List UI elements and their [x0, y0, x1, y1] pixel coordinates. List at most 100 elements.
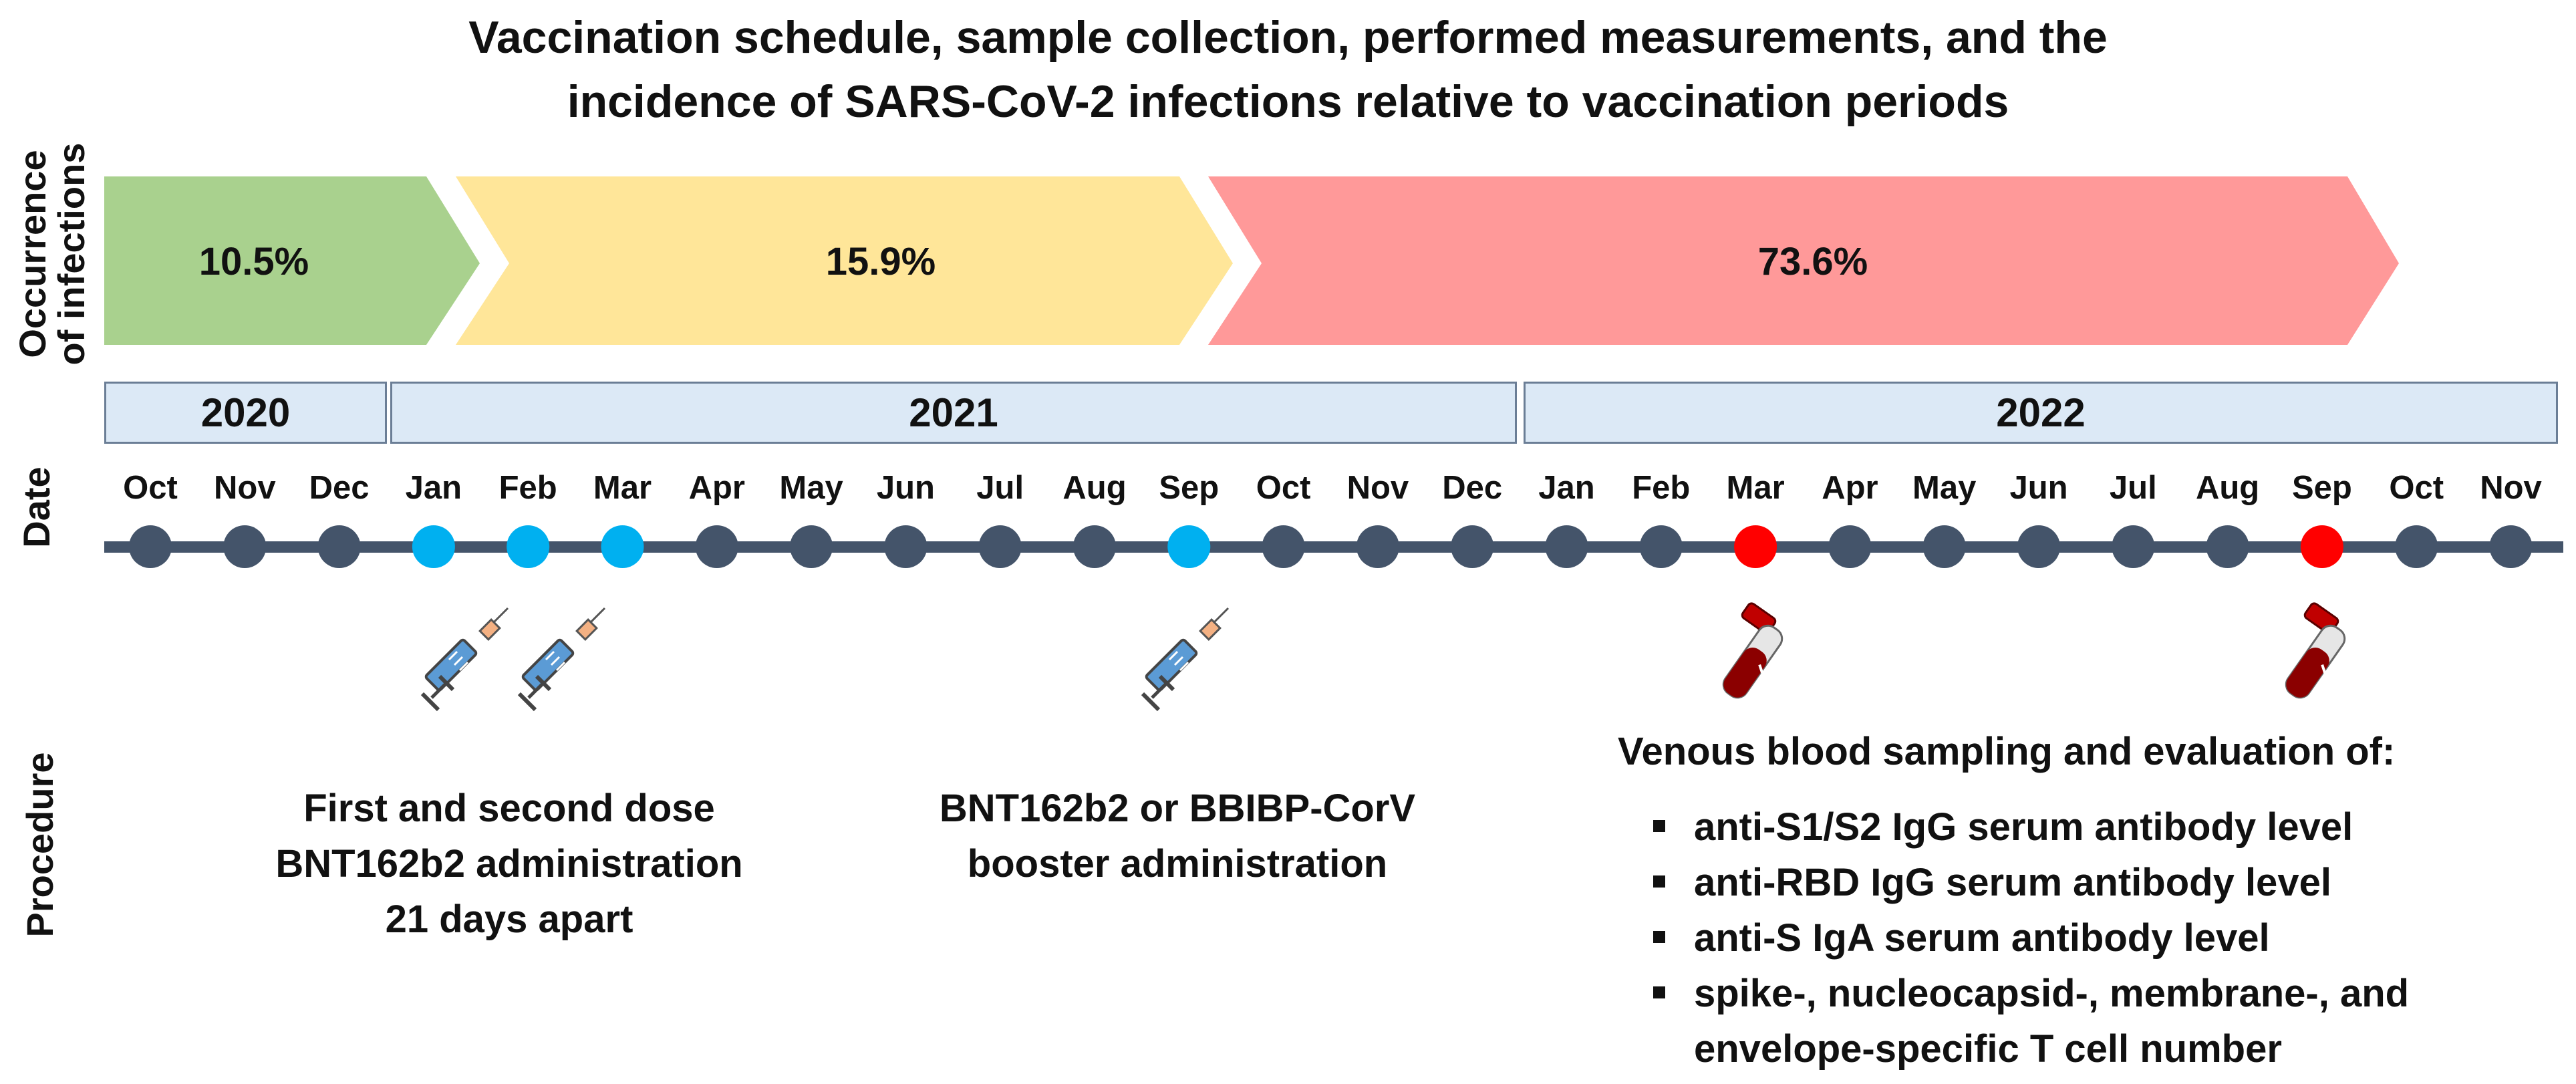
month-label: Mar: [1726, 470, 1785, 506]
primary-vaccination-text: First and second dose BNT162b2 administr…: [275, 781, 742, 947]
measurement-text: anti-RBD IgG serum antibody level: [1694, 861, 2331, 904]
list-item: anti-S1/S2 IgG serum antibody level: [1651, 799, 2409, 855]
sampling-dot: [1734, 525, 1777, 568]
timeline-dot: [2395, 525, 2438, 568]
year-2022-box: 2022: [1524, 382, 2558, 444]
month-label: Apr: [688, 470, 745, 506]
vaccination-dot: [412, 525, 455, 568]
list-item: spike-, nucleocapsid-, membrane-, and env…: [1651, 966, 2409, 1077]
year-2020-box: 2020: [104, 382, 387, 444]
year-label: 2020: [200, 390, 291, 435]
bullet-icon: [1653, 820, 1665, 832]
syringe-icon: [422, 608, 508, 710]
timeline-dot: [1545, 525, 1588, 568]
timeline: [104, 525, 2563, 568]
bullet-icon: [1653, 931, 1665, 943]
month-label: Nov: [2480, 470, 2542, 506]
timeline-dot: [2017, 525, 2060, 568]
measurements-list: anti-S1/S2 IgG serum antibody level anti…: [1651, 799, 2409, 1077]
timeline-dot: [695, 525, 738, 568]
month-label: Aug: [1062, 470, 1127, 506]
timeline-dot: [223, 525, 267, 568]
infection-period-arrow-2: [456, 176, 1233, 345]
month-label: Mar: [593, 470, 652, 506]
month-label: Oct: [1256, 470, 1311, 506]
title-line-2: incidence of SARS-CoV-2 infections relat…: [567, 76, 2009, 127]
timeline-dot: [978, 525, 1022, 568]
sampling-dot: [2300, 525, 2343, 568]
month-label: Jun: [876, 470, 935, 506]
month-label: Nov: [214, 470, 276, 506]
primary-line-2: BNT162b2 administration: [275, 842, 743, 886]
timeline-dot: [1073, 525, 1116, 568]
infection-period-arrow-3: [1208, 176, 2399, 345]
vaccination-dot: [601, 525, 644, 568]
month-label: May: [779, 470, 843, 506]
list-item: anti-S IgA serum antibody level: [1651, 910, 2409, 966]
infection-period-arrow-1: [104, 176, 480, 345]
month-label: Aug: [2195, 470, 2260, 506]
figure-title: Vaccination schedule, sample collection,…: [0, 5, 2576, 134]
timeline-dots: [129, 525, 2533, 568]
booster-line-2: booster administration: [967, 842, 1388, 886]
bullet-icon: [1653, 986, 1665, 998]
primary-line-3: 21 days apart: [385, 898, 633, 941]
booster-text: BNT162b2 or BBIBP-CorV booster administr…: [940, 781, 1415, 892]
month-label: Apr: [1822, 470, 1878, 506]
month-label: Feb: [1632, 470, 1691, 506]
booster-line-1: BNT162b2 or BBIBP-CorV: [939, 787, 1416, 830]
title-line-1: Vaccination schedule, sample collection,…: [468, 12, 2108, 63]
month-label: Jan: [1538, 470, 1595, 506]
measurement-text-continued: envelope-specific T cell number: [1694, 1027, 2282, 1071]
timeline-dot: [1639, 525, 1683, 568]
month-label: Oct: [123, 470, 178, 506]
sampling-title: Venous blood sampling and evaluation of:: [1618, 730, 2396, 773]
bullet-icon: [1653, 875, 1665, 888]
year-label: 2022: [1996, 390, 2086, 435]
infection-percent-1: 10.5%: [198, 240, 309, 283]
measurement-text: anti-S IgA serum antibody level: [1694, 916, 2270, 960]
timeline-dot: [2112, 525, 2155, 568]
infection-periods-graphic: [104, 176, 2399, 345]
procedure-icons: [0, 600, 2350, 722]
timeline-dot: [2206, 525, 2249, 568]
timeline-dot: [1451, 525, 1494, 568]
timeline-dot: [790, 525, 833, 568]
year-label: 2021: [909, 390, 998, 435]
month-label: Jun: [2009, 470, 2068, 506]
month-label: Jan: [405, 470, 462, 506]
month-label: Nov: [1346, 470, 1409, 506]
primary-line-1: First and second dose: [303, 787, 715, 830]
timeline-dot: [1356, 525, 1399, 568]
month-label: Dec: [309, 470, 370, 506]
timeline-line: [104, 541, 2563, 553]
blood-tube-icon: [2281, 600, 2350, 704]
timeline-dot: [129, 525, 172, 568]
syringe-icon: [1143, 608, 1228, 710]
timeline-dot: [2489, 525, 2533, 568]
month-label: Jul: [2109, 470, 2157, 506]
syringe-icon: [519, 608, 605, 710]
infection-percent-3: 73.6%: [1757, 240, 1868, 283]
month-label: Feb: [498, 470, 557, 506]
timeline-dot: [1262, 525, 1305, 568]
list-item: anti-RBD IgG serum antibody level: [1651, 855, 2409, 910]
vaccination-dot: [1167, 525, 1211, 568]
timeline-dot: [317, 525, 361, 568]
timeline-dot: [1828, 525, 1872, 568]
month-label: May: [1912, 470, 1977, 506]
month-label: Sep: [1159, 470, 1220, 506]
year-2021-box: 2021: [390, 382, 1517, 444]
timeline-dot: [1922, 525, 1966, 568]
blood-tube-icon: [1718, 600, 1787, 704]
infection-percent-2: 15.9%: [825, 240, 936, 283]
measurement-text: spike-, nucleocapsid-, membrane-, and: [1694, 972, 2410, 1015]
timeline-dot: [884, 525, 927, 568]
measurement-text: anti-S1/S2 IgG serum antibody level: [1694, 805, 2353, 849]
month-label: Dec: [1442, 470, 1503, 506]
procedure-row-label: Procedure: [19, 752, 61, 938]
month-label: Sep: [2291, 470, 2352, 506]
vaccination-dot: [507, 525, 550, 568]
month-label: Jul: [976, 470, 1024, 506]
month-label: Oct: [2389, 470, 2444, 506]
